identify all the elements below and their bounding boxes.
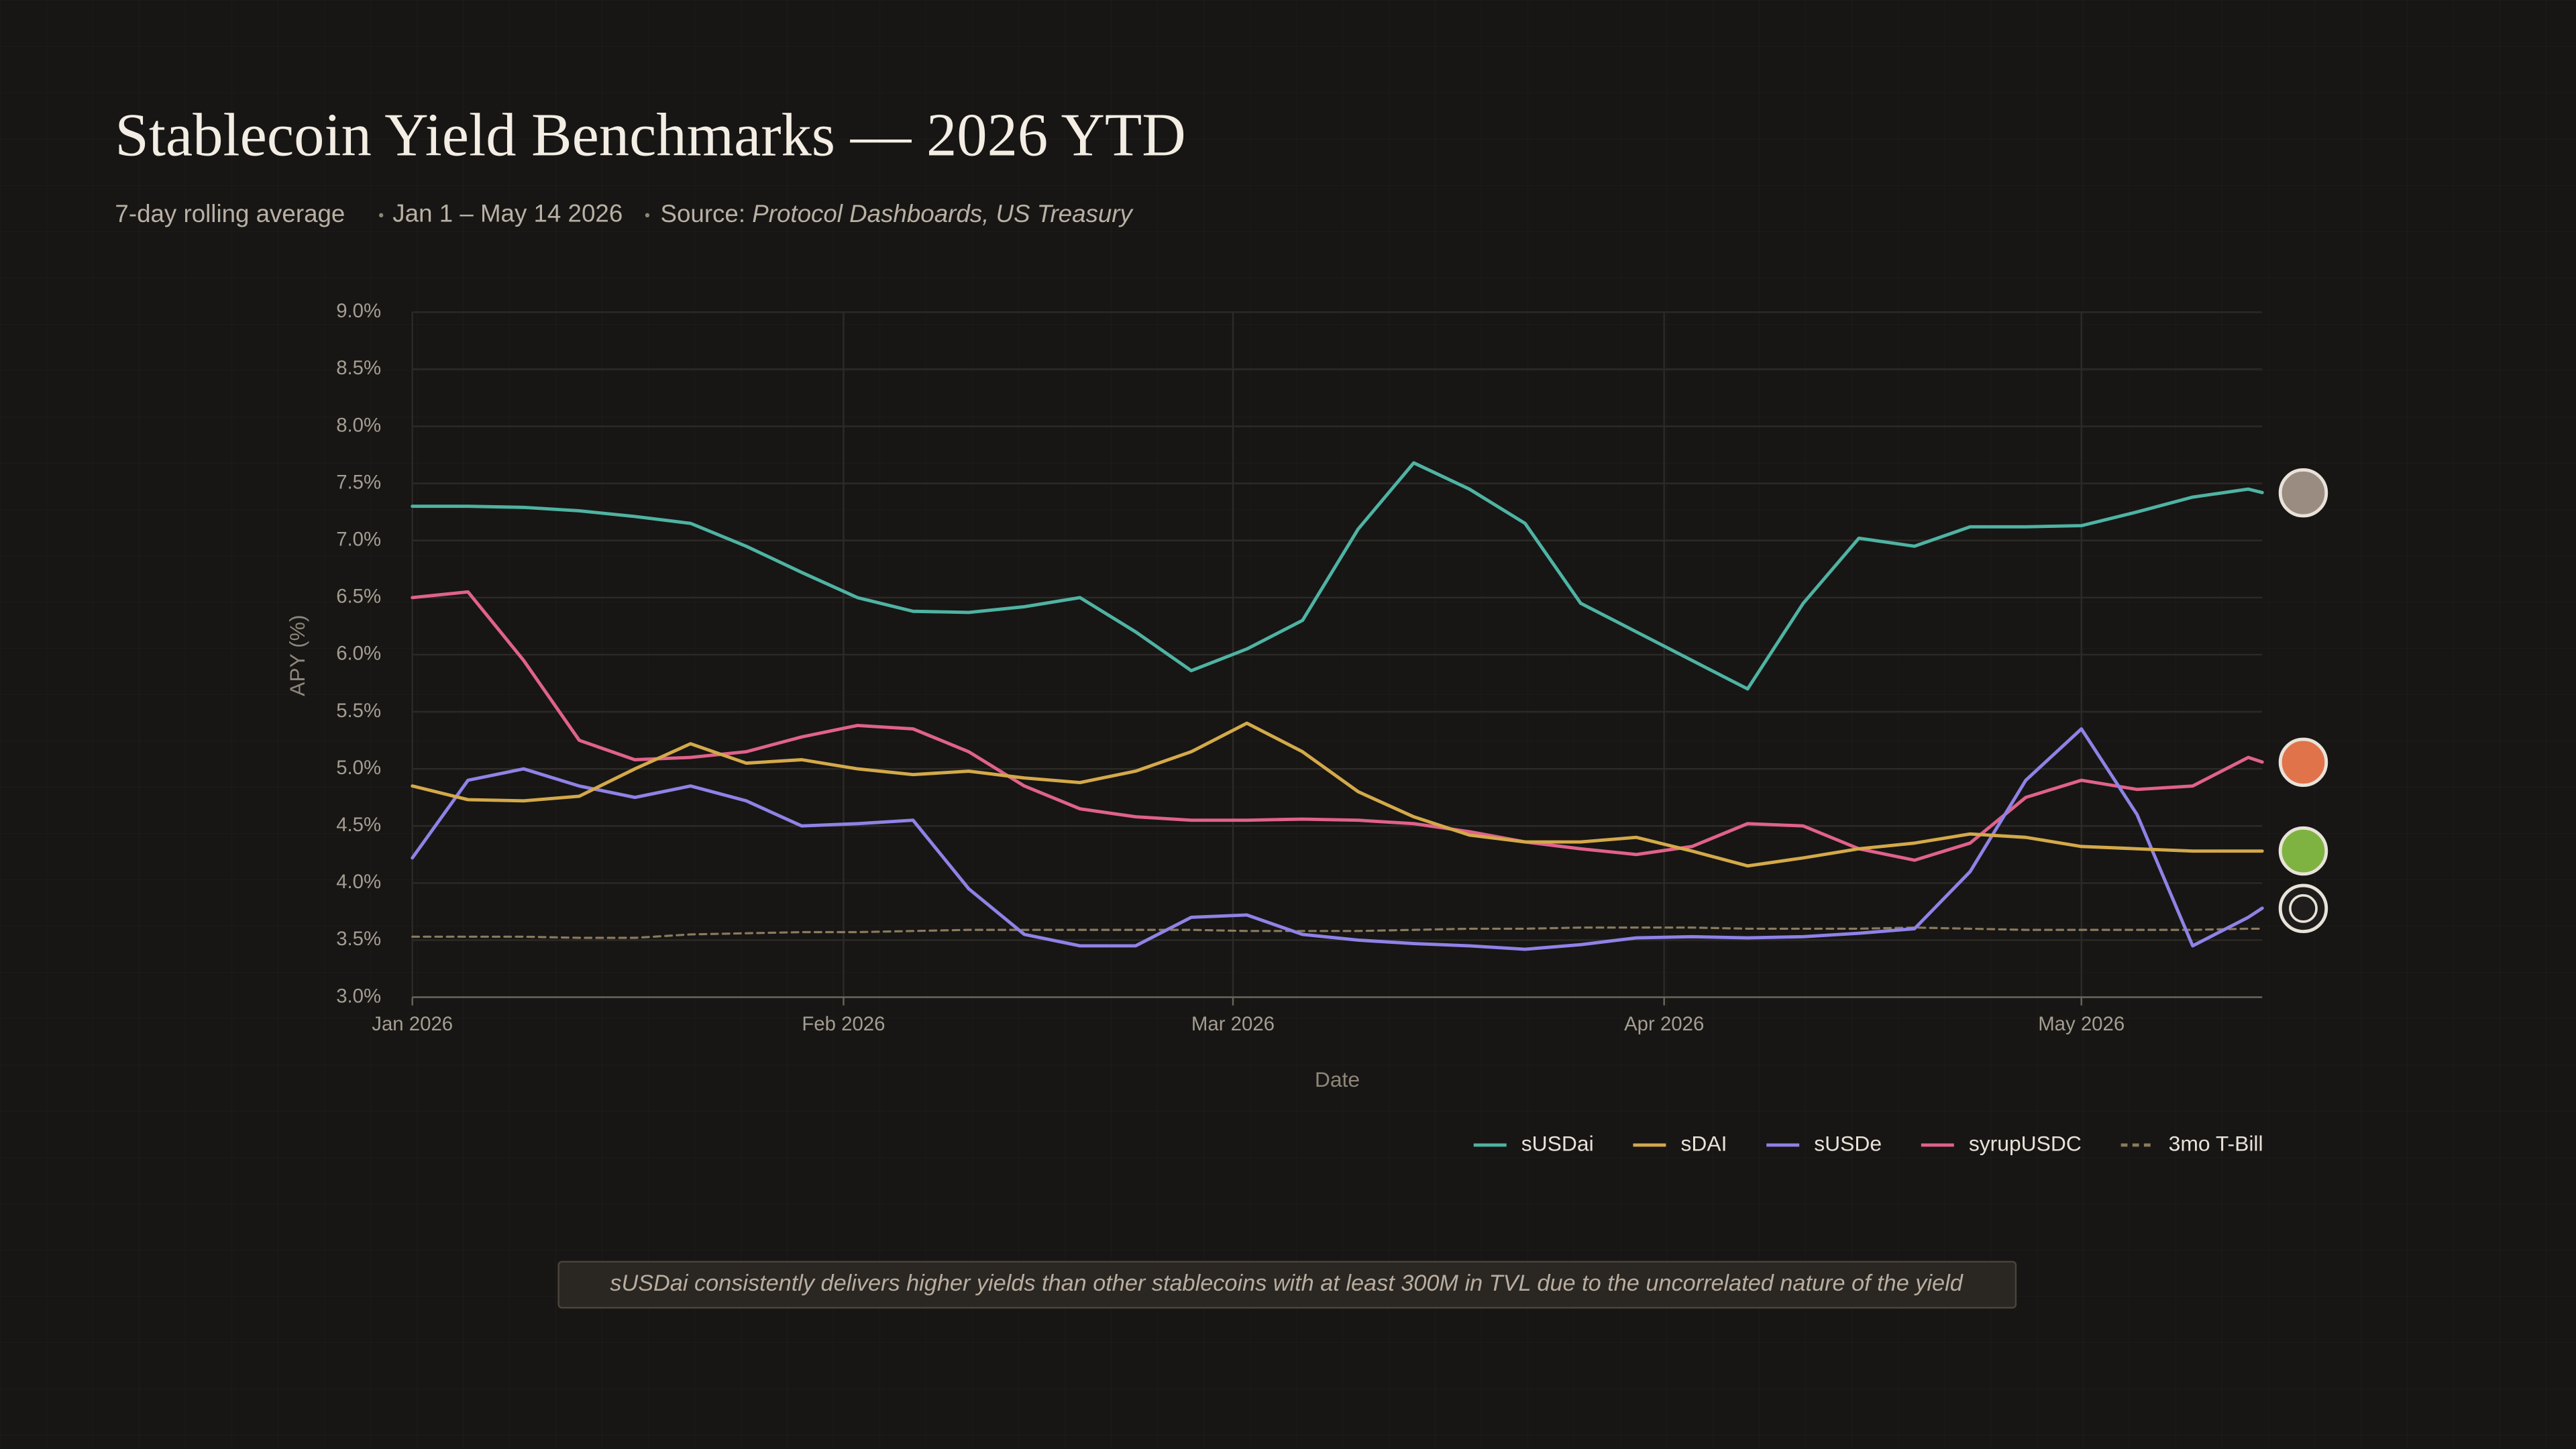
annotation: sUSDai consistently delivers higher yiel… [610, 1271, 1963, 1296]
y-tick-label: 5.5% [336, 700, 381, 722]
source-name: Protocol Dashboards, US Treasury [752, 200, 1134, 227]
legend-label: sUSDai [1521, 1131, 1594, 1155]
subtitle: 7-day rolling average [115, 200, 345, 227]
y-tick-label: 7.0% [336, 528, 381, 550]
y-tick-label: 5.0% [336, 757, 381, 779]
annotation-box [557, 1260, 2017, 1309]
series-line [411, 461, 2264, 691]
x-tick-label: May 2026 [2038, 1013, 2125, 1035]
token-icon [2278, 826, 2328, 876]
plot-area: 3.0% 3.5% 4.0% 4.5% 5.0% 5.5% 6.0% 6.5% 7.0% 7.5%… [336, 300, 2264, 1035]
legend-label: sUSDe [1814, 1131, 1882, 1155]
x-axis-title: Date [1315, 1067, 1360, 1091]
y-tick-label: 4.0% [336, 871, 381, 893]
series-line [411, 590, 2264, 862]
series-line [411, 727, 2264, 951]
token-icon [2278, 737, 2328, 788]
token-icon [2278, 883, 2328, 934]
separator [378, 213, 384, 217]
source-label: Source: [660, 200, 745, 227]
chart-title: Stablecoin Yield Benchmarks — 2026 YTD [115, 101, 1185, 168]
y-tick-label: 8.5% [336, 357, 381, 379]
y-tick-label: 9.0% [336, 300, 381, 322]
token-icons [2278, 468, 2328, 934]
y-tick-label: 7.5% [336, 471, 381, 493]
token-icon [2289, 894, 2318, 923]
y-tick-label: 8.0% [336, 414, 381, 436]
series-line [411, 721, 2264, 868]
legend-label: sDAI [1680, 1131, 1727, 1155]
y-tick-label: 3.5% [336, 928, 381, 950]
y-tick-label: 6.5% [336, 586, 381, 608]
series-line [411, 926, 2263, 939]
x-tick-label: Jan 2026 [372, 1013, 453, 1035]
x-tick-label: Feb 2026 [802, 1013, 885, 1035]
x-tick-label: Apr 2026 [1624, 1013, 1704, 1035]
x-tick-label: Mar 2026 [1191, 1013, 1275, 1035]
y-tick-label: 3.0% [336, 985, 381, 1007]
legend-label: 3mo T-Bill [2169, 1131, 2263, 1155]
subtitle-source: Source: Protocol Dashboards, US Treasury [660, 200, 1134, 227]
subtitle-period: 7-day rolling average [115, 200, 345, 227]
y-tick-label: 4.5% [336, 814, 381, 836]
separator [645, 213, 650, 217]
y-tick-label: 6.0% [336, 643, 381, 665]
token-icon [2278, 468, 2328, 518]
legend: sUSDai sDAI sUSDe syrupUSDC 3mo T-Bill [1473, 1131, 2263, 1155]
y-axis-title: APY (%) [285, 614, 309, 696]
subtitle-range: Jan 1 – May 14 2026 [392, 200, 623, 227]
legend-label: syrupUSDC [1969, 1131, 2082, 1155]
